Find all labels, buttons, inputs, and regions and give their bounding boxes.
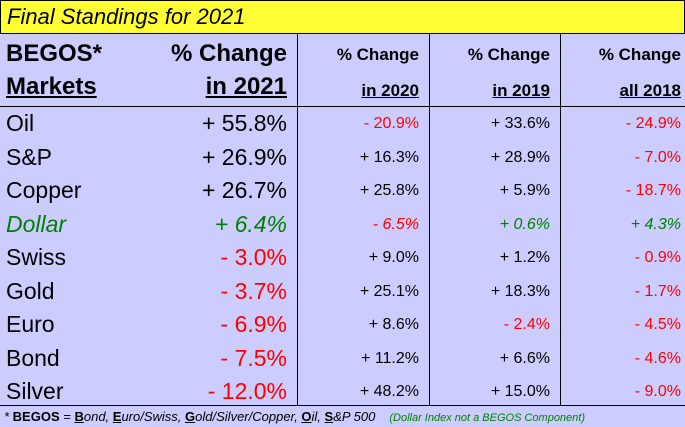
market-name: Oil <box>6 110 35 136</box>
change-2019-value: + 15.0% <box>490 383 550 400</box>
change-2019-value: + 28.9% <box>490 148 550 166</box>
change-2021-value: - 3.7% <box>220 277 287 304</box>
market-name: Gold <box>6 277 55 304</box>
footnote-uroswiss: uro/Swiss, <box>121 409 186 424</box>
change-2018-value: - 0.9% <box>634 249 681 266</box>
footnote-note: (Dollar Index not a BEGOS Component) <box>389 412 586 424</box>
footnote-s: S <box>324 409 334 424</box>
change-2018-value: - 1.7% <box>634 282 681 300</box>
change-2021-value: + 26.7% <box>201 177 287 203</box>
column-divider <box>297 34 298 405</box>
header-begos: BEGOS* <box>6 40 103 67</box>
footnote-b: B <box>74 409 84 424</box>
change-2018-value: - 24.9% <box>625 115 681 132</box>
market-name: Bond <box>6 344 60 371</box>
market-name: Euro <box>6 311 55 337</box>
change-2021-value: + 26.9% <box>201 143 287 170</box>
header-2020-line1: % Change <box>336 45 419 64</box>
change-2021-value: - 6.9% <box>220 311 287 337</box>
footnote-e: E <box>112 409 122 424</box>
column-divider <box>560 34 561 405</box>
change-2020-value: - 6.5% <box>372 215 419 233</box>
header-2018-line1: % Change <box>598 45 681 64</box>
footnote-il: il, <box>311 409 325 424</box>
change-2021-value: - 12.0% <box>207 378 287 404</box>
change-2020-value: + 25.8% <box>359 182 419 199</box>
change-2019-value: + 5.9% <box>499 182 550 199</box>
change-2020-value: - 20.9% <box>363 115 419 132</box>
header-markets: Markets <box>6 73 97 100</box>
change-2021-value: + 6.4% <box>214 210 287 237</box>
page-title: Final Standings for 2021 <box>7 4 246 29</box>
change-2018-value: - 4.5% <box>634 316 681 333</box>
footnote-oldsilvercopper: old/Silver/Copper, <box>195 409 302 424</box>
change-2020-value: + 16.3% <box>359 148 419 166</box>
footer-divider <box>0 405 685 406</box>
change-2019-value: + 6.6% <box>499 349 550 367</box>
header-2018-line2: all 2018 <box>619 81 681 100</box>
footnote-g: G <box>185 409 196 424</box>
footnote-eq: = <box>59 409 75 424</box>
change-2018-value: - 7.0% <box>634 148 681 166</box>
change-2020-value: + 8.6% <box>368 316 419 333</box>
footnote-begos: BEGOS <box>12 409 60 424</box>
change-2019-value: + 1.2% <box>499 249 550 266</box>
change-2019-value: + 18.3% <box>490 282 550 300</box>
change-2020-value: + 11.2% <box>361 349 419 367</box>
change-2018-value: + 4.3% <box>630 215 681 233</box>
header-2019-line1: % Change <box>467 45 550 64</box>
column-divider <box>429 34 430 405</box>
header-2021-line2: in 2021 <box>205 73 287 100</box>
market-name: Swiss <box>6 244 67 270</box>
change-2019-value: + 0.6% <box>499 215 550 233</box>
footnote-prefix: * <box>4 409 13 424</box>
change-2019-value: - 2.4% <box>503 316 550 333</box>
footnote-ond: ond, <box>83 409 113 424</box>
change-2020-value: + 9.0% <box>368 249 419 266</box>
header-2020-line2: in 2020 <box>361 81 419 100</box>
market-name: S&P <box>6 143 53 170</box>
change-2018-value: - 4.6% <box>634 349 681 367</box>
change-2020-value: + 25.1% <box>359 282 419 300</box>
change-2021-value: - 7.5% <box>220 344 287 371</box>
change-2018-value: - 18.7% <box>625 182 681 199</box>
change-2021-value: + 55.8% <box>201 110 287 136</box>
header-2019-line2: in 2019 <box>492 81 550 100</box>
market-name: Silver <box>6 378 64 404</box>
change-2018-value: - 9.0% <box>634 383 681 400</box>
footnote: * BEGOS = Bond, Euro/Swiss, Gold/Silver/… <box>4 409 585 424</box>
header-2021-line1: % Change <box>170 40 287 67</box>
footnote-o: O <box>301 409 312 424</box>
footnote-p500: &P 500 <box>333 409 376 424</box>
title-bar: Final Standings for 2021 <box>0 0 685 34</box>
change-2019-value: + 33.6% <box>490 115 550 132</box>
change-2020-value: + 48.2% <box>359 383 419 400</box>
change-2021-value: - 3.0% <box>220 244 287 270</box>
market-name: Copper <box>6 177 82 203</box>
market-name: Dollar <box>6 210 67 237</box>
header-divider <box>0 106 685 107</box>
